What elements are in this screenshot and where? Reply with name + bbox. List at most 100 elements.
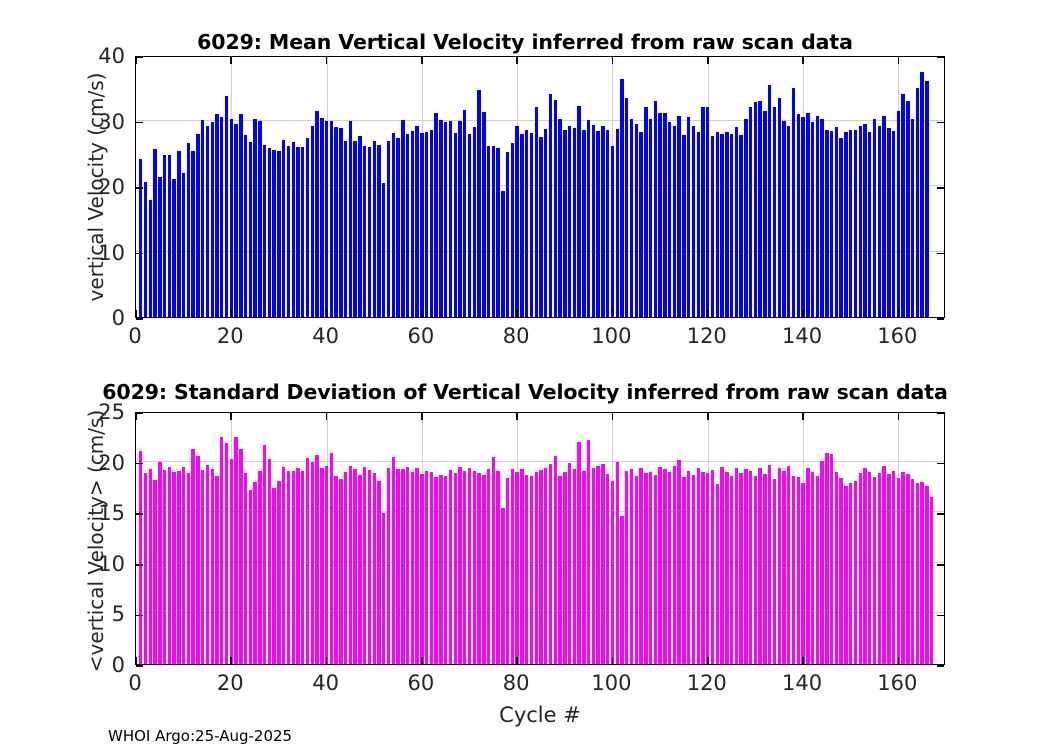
bar: [777, 467, 781, 664]
bar: [748, 106, 753, 317]
ytick-mark: [136, 56, 143, 58]
ytick-mark: [937, 665, 944, 667]
xtick-mark: [135, 413, 137, 420]
bar: [906, 473, 910, 664]
bar: [463, 470, 467, 664]
bar: [215, 475, 219, 664]
bar: [148, 468, 152, 664]
bar: [777, 98, 781, 317]
xtick-label: 80: [502, 671, 530, 695]
ytick-mark: [136, 252, 143, 255]
bar: [234, 437, 238, 664]
bar: [825, 452, 829, 664]
bar: [596, 465, 600, 664]
bar: [172, 471, 176, 664]
bar: [563, 471, 567, 664]
bar: [858, 472, 862, 664]
bar: [586, 440, 591, 664]
bar: [563, 130, 567, 317]
xtick-mark: [230, 57, 233, 64]
xtick-mark: [897, 57, 900, 64]
bar: [667, 471, 672, 664]
plot-area-std: [136, 413, 944, 664]
bar: [729, 134, 734, 317]
bar: [634, 475, 638, 664]
bar: [482, 474, 486, 664]
bar: [229, 458, 233, 664]
bar: [186, 142, 191, 317]
bar: [143, 182, 148, 317]
bar: [572, 127, 577, 317]
bar: [744, 118, 748, 317]
bar: [672, 465, 677, 664]
bar: [181, 466, 186, 664]
bar: [901, 94, 905, 317]
bar: [262, 445, 267, 664]
ytick-mark: [937, 564, 944, 566]
bar: [320, 467, 324, 664]
bar: [205, 464, 210, 664]
bar: [391, 456, 395, 664]
bar: [567, 126, 572, 317]
bar: [820, 119, 824, 317]
bar: [577, 442, 581, 664]
bar: [639, 131, 643, 317]
bar: [853, 480, 858, 664]
bar: [667, 122, 672, 317]
bar: [796, 113, 800, 317]
ytick-label: 40: [98, 44, 125, 68]
bar: [296, 146, 300, 317]
gridline-horizontal: [136, 460, 944, 462]
bar: [720, 466, 724, 664]
bar: [167, 155, 172, 317]
bar: [734, 127, 739, 317]
bar: [334, 475, 338, 664]
xtick-mark: [897, 413, 900, 420]
bar: [910, 478, 915, 664]
bar: [482, 112, 486, 317]
bar: [844, 485, 848, 664]
bar: [825, 130, 829, 317]
bar: [748, 470, 753, 664]
bar: [410, 130, 415, 317]
bar: [915, 87, 920, 317]
bar: [544, 467, 548, 664]
bar: [348, 465, 353, 664]
bar: [229, 119, 233, 317]
bar: [329, 452, 334, 664]
bar: [682, 476, 686, 664]
bar: [339, 128, 343, 317]
bar: [463, 110, 467, 317]
ytick-mark: [136, 121, 143, 124]
bar: [420, 473, 424, 664]
bar: [553, 99, 557, 317]
bar: [558, 118, 562, 317]
bar: [686, 470, 691, 664]
xtick-mark: [325, 657, 328, 664]
bar: [401, 119, 405, 317]
xtick-mark: [230, 657, 233, 664]
xtick-mark: [611, 57, 614, 64]
xtick-label: 60: [407, 324, 435, 348]
xtick-label: 160: [877, 324, 918, 348]
bar: [725, 471, 729, 664]
bar: [139, 159, 143, 317]
bar: [439, 119, 443, 317]
bar: [196, 455, 200, 664]
axes-mean-velocity: [135, 56, 945, 320]
ytick-mark: [136, 412, 143, 414]
bar: [863, 124, 867, 317]
bar: [262, 145, 267, 317]
ytick-mark: [937, 252, 944, 255]
bar: [925, 485, 929, 664]
ytick-mark: [136, 564, 143, 566]
xtick-mark: [706, 57, 709, 64]
bar: [224, 443, 229, 664]
bar: [906, 100, 910, 317]
bar: [382, 513, 386, 664]
bar: [725, 132, 729, 317]
bar: [801, 117, 805, 317]
bar: [539, 136, 543, 317]
bar: [439, 474, 443, 664]
bar: [210, 122, 214, 317]
